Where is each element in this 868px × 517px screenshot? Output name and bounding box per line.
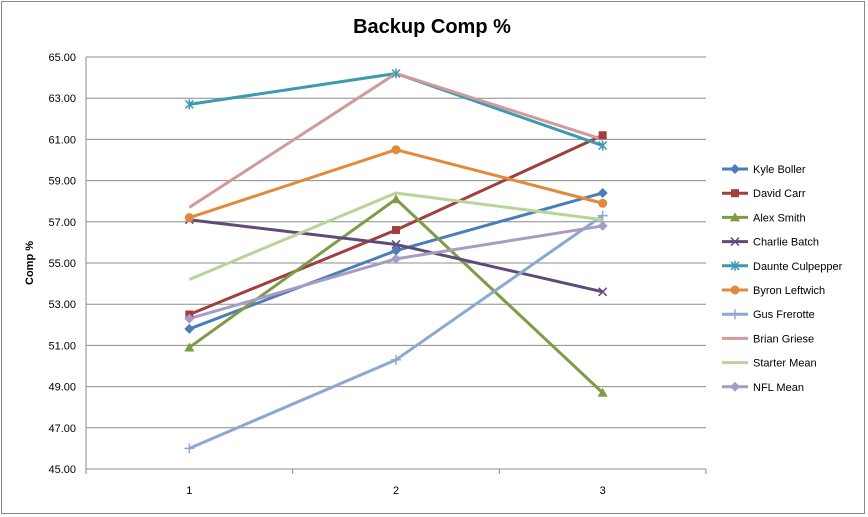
y-tick-label: 65.00 (48, 52, 76, 64)
data-point (184, 313, 195, 324)
data-point (184, 342, 195, 352)
data-point (391, 145, 401, 155)
data-point (598, 131, 607, 140)
data-point (597, 220, 608, 231)
data-point (391, 194, 401, 204)
y-tick-label: 53.00 (48, 299, 76, 311)
legend-entry: NFL Mean (753, 382, 804, 394)
y-tick-label: 61.00 (48, 134, 76, 146)
legend-entry: Brian Griese (753, 333, 814, 345)
y-tick-label: 59.00 (48, 176, 76, 188)
plot-area: 45.00 47.00 49.00 51.00 53.00 55.00 57.00 59.00… (48, 52, 707, 497)
data-point (391, 245, 401, 256)
legend-entry: David Carr (753, 188, 806, 200)
data-point (597, 210, 608, 221)
legend-marker (730, 260, 740, 271)
y-axis-label: Comp % (24, 241, 36, 285)
series-line-4 (189, 71, 604, 147)
data-point (391, 354, 401, 365)
data-point (598, 198, 608, 208)
legend-marker (730, 309, 740, 320)
y-tick-label: 57.00 (48, 217, 76, 229)
legend-entry: Daunte Culpepper (753, 261, 843, 273)
y-tick-label: 51.00 (48, 340, 76, 352)
y-tick-label: 49.00 (48, 382, 76, 394)
legend: Kyle Boller David Carr Alex Smith Charlie B… (722, 164, 843, 394)
data-point (184, 443, 195, 454)
legend-marker (730, 237, 740, 247)
data-point (184, 99, 194, 110)
y-tick-label: 63.00 (48, 93, 76, 105)
legend-entry: Gus Frerotte (753, 309, 815, 321)
legend-entry: Alex Smith (753, 212, 806, 224)
data-point (597, 387, 608, 397)
legend-entry: Kyle Boller (753, 164, 806, 176)
chart-title: Backup Comp % (353, 16, 511, 38)
legend-marker (730, 164, 740, 174)
series-line-1 (188, 133, 604, 316)
data-point (391, 68, 401, 79)
x-tick-label: 3 (600, 485, 606, 497)
legend-marker (730, 381, 740, 392)
legend-marker (730, 212, 740, 222)
data-point (597, 187, 608, 198)
x-tick-label: 1 (186, 485, 192, 497)
series-line-5 (188, 148, 604, 220)
data-point (598, 287, 608, 297)
data-point (391, 239, 401, 249)
data-point (184, 323, 195, 334)
data-point (598, 140, 608, 151)
legend-entry: Starter Mean (753, 358, 817, 370)
data-point (391, 253, 401, 264)
x-tick-label: 2 (393, 485, 399, 497)
legend-entry: Charlie Batch (753, 237, 819, 249)
y-tick-label: 45.00 (48, 464, 76, 476)
legend-marker (731, 189, 739, 198)
data-point (184, 213, 194, 223)
y-tick-label: 47.00 (48, 423, 76, 435)
data-point (392, 226, 400, 235)
y-tick-label: 55.00 (48, 258, 76, 270)
legend-marker (730, 285, 740, 295)
series-line-8 (188, 191, 603, 281)
legend-entry: Byron Leftwich (753, 285, 825, 297)
